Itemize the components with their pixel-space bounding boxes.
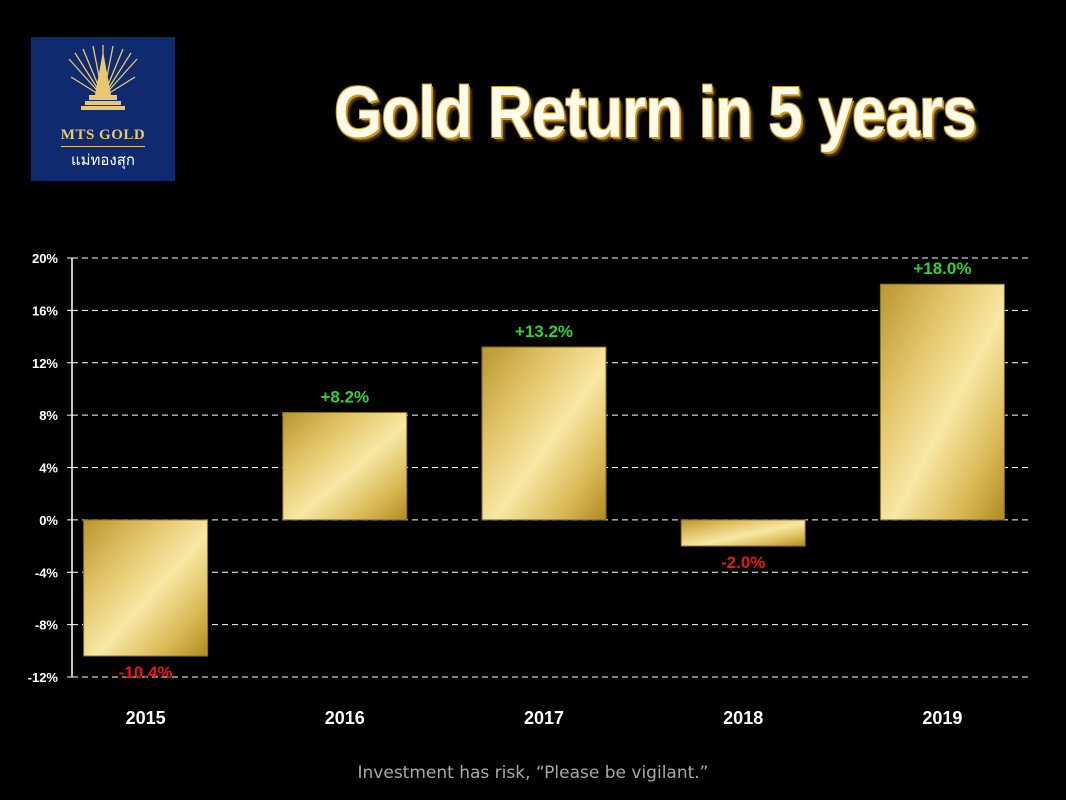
y-tick-label: 12%	[32, 356, 58, 371]
y-tick-label: 0%	[39, 513, 58, 528]
logo-divider	[61, 146, 145, 147]
data-label: +13.2%	[515, 322, 573, 341]
x-tick-label: 2019	[922, 708, 962, 728]
y-tick-label: 16%	[32, 303, 58, 318]
y-tick-label: -12%	[28, 670, 59, 685]
bar	[879, 283, 1005, 521]
y-tick-label: -4%	[35, 565, 59, 580]
x-axis-labels: 2015 2016 2017 2018 2019	[126, 708, 963, 728]
x-tick-label: 2016	[325, 708, 365, 728]
bar	[481, 346, 607, 521]
x-tick-label: 2017	[524, 708, 564, 728]
data-labels: -10.4% +8.2% +13.2% -2.0% +18.0%	[119, 259, 972, 682]
bar	[282, 412, 408, 521]
data-label: -2.0%	[721, 553, 765, 572]
bar	[83, 519, 209, 657]
y-tick-label: 4%	[39, 461, 58, 476]
brand-logo: MTS GOLD แม่ทองสุก	[31, 37, 175, 181]
data-label: +8.2%	[320, 388, 369, 407]
bar	[680, 519, 806, 547]
risk-disclaimer: Investment has risk, “Please be vigilant…	[357, 763, 709, 783]
bar-chart: 20% 16% 12% 8% 4% 0% -4% -8% -12% -10.4% +8.2% +13…	[28, 251, 1028, 728]
page-title: Gold Return in 5 years	[334, 73, 977, 153]
y-axis: 20% 16% 12% 8% 4% 0% -4% -8% -12%	[28, 251, 73, 685]
y-tick-label: -8%	[35, 618, 59, 633]
data-label: -10.4%	[119, 663, 173, 682]
temple-icon	[68, 45, 138, 110]
data-label: +18.0%	[913, 259, 971, 278]
bars	[83, 283, 1005, 657]
y-tick-label: 8%	[39, 408, 58, 423]
x-tick-label: 2018	[723, 708, 763, 728]
logo-brand-thai: แม่ทองสุก	[70, 151, 135, 169]
x-tick-label: 2015	[126, 708, 166, 728]
logo-brand-english: MTS GOLD	[60, 127, 146, 143]
y-tick-label: 20%	[32, 251, 58, 266]
